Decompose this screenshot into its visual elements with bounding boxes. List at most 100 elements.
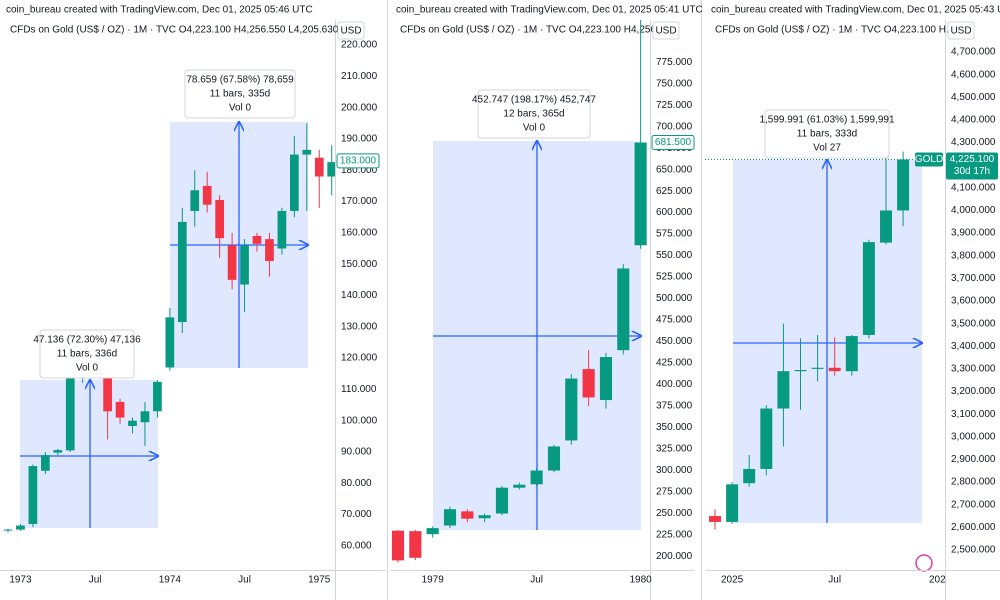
x-tick-label: Jul bbox=[89, 575, 102, 586]
currency-label: USD bbox=[655, 26, 676, 37]
last-price-label: 4,225.100 bbox=[950, 154, 995, 165]
y-tick-label: 2,700.000 bbox=[951, 499, 996, 510]
currency-label: USD bbox=[340, 26, 361, 37]
symbol-info: CFDs on Gold (US$ / OZ) · 1M · TVC O4,22… bbox=[715, 25, 954, 36]
y-tick-label: 400.000 bbox=[656, 379, 693, 390]
candle-body bbox=[565, 378, 578, 441]
candle-body bbox=[177, 221, 187, 323]
candle-body bbox=[227, 245, 237, 280]
y-tick-label: 725.000 bbox=[656, 100, 693, 111]
candle-body bbox=[153, 381, 162, 412]
y-tick-label: 550.000 bbox=[656, 250, 693, 261]
measure-label-box bbox=[39, 329, 135, 379]
y-tick-label: 190.000 bbox=[341, 134, 378, 145]
y-tick-label: 3,800.000 bbox=[951, 250, 996, 261]
y-tick-label: 650.000 bbox=[656, 164, 693, 175]
candle-body bbox=[828, 367, 841, 372]
candle-body bbox=[3, 529, 13, 531]
y-tick-label: 170.000 bbox=[341, 196, 378, 207]
candle-body bbox=[202, 185, 212, 205]
x-tick-label: Jul bbox=[238, 575, 251, 586]
y-tick-label: 225.000 bbox=[656, 530, 693, 541]
candle-body bbox=[289, 154, 299, 211]
candle-body bbox=[862, 242, 875, 335]
currency-box bbox=[337, 21, 365, 40]
y-tick-label: 4,600.000 bbox=[951, 69, 996, 80]
y-tick-label: 325.000 bbox=[656, 444, 693, 455]
y-tick-label: 350.000 bbox=[656, 422, 693, 433]
symbol-tag-box bbox=[915, 152, 943, 167]
measure-box bbox=[20, 380, 158, 528]
x-tick-label: Jul bbox=[828, 575, 841, 586]
candle-body bbox=[16, 525, 25, 530]
measure-label: 1,599.991 (61.03%) 1,599,991 bbox=[759, 115, 895, 126]
candle-body bbox=[478, 515, 491, 519]
y-tick-label: 775.000 bbox=[656, 57, 693, 68]
measure-label: 11 bars, 333d bbox=[797, 129, 857, 140]
candle-body bbox=[811, 367, 824, 369]
y-tick-label: 180.000 bbox=[341, 165, 378, 176]
measure-label: 78.659 (67.58%) 78,659 bbox=[186, 75, 294, 86]
measure-label-box bbox=[764, 109, 890, 159]
currency-box bbox=[652, 21, 680, 40]
candle-body bbox=[240, 245, 249, 285]
symbol-tag: GOLD bbox=[915, 154, 943, 165]
candle-body bbox=[443, 509, 457, 526]
candle-body bbox=[794, 370, 807, 372]
candle-body bbox=[709, 516, 721, 522]
candle-body bbox=[128, 420, 137, 426]
y-tick-label: 300.000 bbox=[656, 465, 693, 476]
measure-label: 47.136 (72.30%) 47,136 bbox=[33, 335, 141, 346]
x-tick-label: 1979 bbox=[422, 575, 445, 586]
y-tick-label: 750.000 bbox=[656, 78, 693, 89]
y-tick-label: 3,100.000 bbox=[951, 409, 996, 420]
measure-label: Vol 0 bbox=[523, 123, 546, 134]
candle-body bbox=[252, 235, 262, 244]
measure-label: Vol 0 bbox=[229, 103, 252, 114]
x-tick-label: 1980 bbox=[629, 575, 652, 586]
currency-box bbox=[947, 21, 975, 40]
candle-body bbox=[327, 162, 335, 177]
y-tick-label: 700.000 bbox=[656, 121, 693, 132]
candle-body bbox=[760, 408, 773, 469]
y-tick-label: 475.000 bbox=[656, 315, 693, 326]
y-tick-label: 4,300.000 bbox=[951, 137, 996, 148]
candle-body bbox=[277, 210, 287, 249]
y-tick-label: 150.000 bbox=[341, 259, 378, 270]
candle-body bbox=[28, 466, 38, 524]
plot-area bbox=[3, 122, 335, 533]
y-tick-label: 2,800.000 bbox=[951, 477, 996, 488]
measure-label: 12 bars, 365d bbox=[503, 109, 564, 120]
y-tick-label: 120.000 bbox=[341, 353, 378, 364]
x-tick-label: 202 bbox=[929, 575, 946, 586]
measure-label-box bbox=[477, 89, 591, 139]
y-tick-label: 250.000 bbox=[656, 508, 693, 519]
y-tick-label: 3,200.000 bbox=[951, 386, 996, 397]
y-tick-label: 70.000 bbox=[341, 509, 372, 520]
candle-body bbox=[880, 210, 892, 243]
candle-body bbox=[65, 370, 75, 451]
y-tick-label: 4,700.000 bbox=[951, 47, 996, 58]
y-tick-label: 3,400.000 bbox=[951, 341, 996, 352]
chart-title: coin_bureau created with TradingView.com… bbox=[396, 5, 703, 16]
currency-label: USD bbox=[950, 26, 971, 37]
y-tick-label: 110.000 bbox=[341, 384, 377, 395]
y-tick-label: 625.000 bbox=[656, 186, 693, 197]
y-tick-label: 375.000 bbox=[656, 401, 693, 412]
y-tick-label: 4,400.000 bbox=[951, 115, 996, 126]
y-tick-label: 575.000 bbox=[656, 229, 693, 240]
y-tick-label: 3,700.000 bbox=[951, 273, 996, 284]
measure-label: 11 bars, 335d bbox=[210, 89, 270, 100]
candle-body bbox=[391, 530, 405, 561]
candle-body bbox=[426, 528, 439, 535]
candle-body bbox=[461, 511, 474, 519]
candle-body bbox=[314, 157, 324, 177]
measure-label: Vol 0 bbox=[76, 363, 99, 374]
tv-logo bbox=[915, 554, 933, 572]
candle-body bbox=[513, 484, 526, 488]
y-tick-label: 2,600.000 bbox=[951, 522, 996, 533]
candle-body bbox=[582, 369, 595, 398]
candle-body bbox=[215, 199, 225, 239]
y-tick-label: 200.000 bbox=[341, 102, 378, 113]
